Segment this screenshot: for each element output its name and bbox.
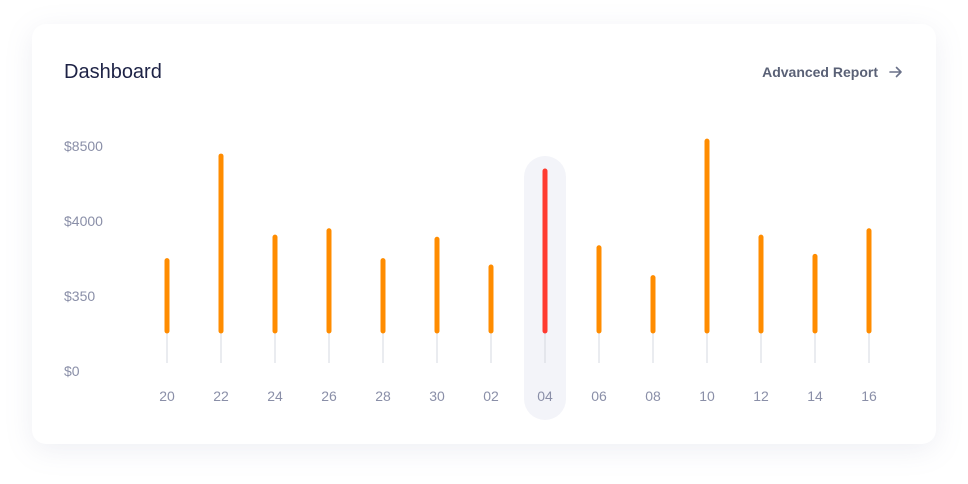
dashboard-card: Dashboard Advanced Report	[32, 24, 936, 444]
y-axis: $0 $350 $4000 $8500	[64, 138, 103, 379]
x-tick-label: 14	[807, 388, 823, 404]
bars-group	[164, 138, 872, 363]
x-tick-label: 04	[537, 388, 553, 404]
x-tick-label: 12	[753, 388, 769, 404]
advanced-report-link[interactable]: Advanced Report	[762, 62, 904, 82]
x-tick-label: 16	[861, 388, 877, 404]
x-tick-label: 28	[375, 388, 391, 404]
y-tick-label: $350	[64, 288, 95, 304]
advanced-report-label: Advanced Report	[762, 64, 878, 80]
x-tick-label: 10	[699, 388, 715, 404]
x-tick-label: 06	[591, 388, 607, 404]
x-tick-label: 22	[213, 388, 229, 404]
x-tick-label: 24	[267, 388, 283, 404]
x-tick-label: 30	[429, 388, 445, 404]
page-title: Dashboard	[64, 61, 162, 83]
x-axis: 20 22 24 26 28 30 02 04 06 08 10 12 14 16	[159, 388, 877, 404]
x-tick-label: 20	[159, 388, 175, 404]
y-tick-label: $0	[64, 363, 80, 379]
x-tick-label: 02	[483, 388, 499, 404]
arrow-right-icon	[888, 64, 904, 80]
x-tick-label: 26	[321, 388, 337, 404]
y-tick-label: $4000	[64, 213, 103, 229]
y-tick-label: $8500	[64, 138, 103, 154]
x-tick-label: 08	[645, 388, 661, 404]
